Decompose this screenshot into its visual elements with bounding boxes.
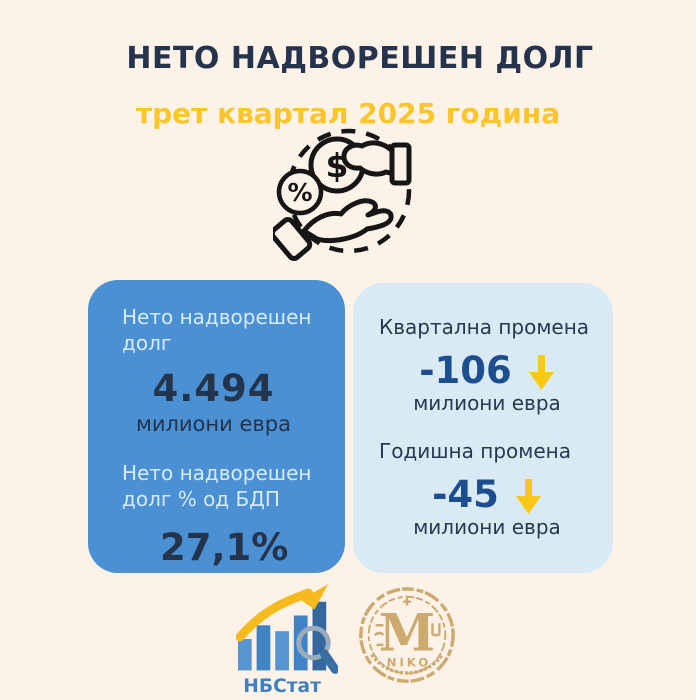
coin-text: NIKO: [387, 655, 432, 669]
gdp-ratio-value: 27,1%: [160, 525, 289, 569]
growth-arrow-icon: [235, 584, 329, 642]
down-arrow-icon: [515, 479, 541, 514]
net-debt-value: 4.494: [152, 367, 275, 410]
net-debt-card: Нето надворешен долг 4.494 милиони евра …: [88, 280, 345, 573]
coin-bottom-arc: [370, 653, 444, 675]
percent-symbol: %: [287, 178, 312, 207]
changes-card: Квартална промена -106 милиони евра Годи…: [353, 283, 613, 573]
nbstat-label: НБСтат: [243, 676, 321, 696]
bar-chart-icon: [237, 601, 327, 671]
nbstat-logo: НБСтат: [235, 584, 340, 700]
quarterly-change-label: Квартална промена: [379, 315, 590, 339]
giving-hand-icon: [341, 140, 412, 186]
stat-cards-row: Нето надворешен долг 4.494 милиони евра …: [88, 280, 613, 573]
yearly-change-value-row: -45: [379, 473, 595, 515]
quarterly-change-value: -106: [419, 348, 512, 392]
quarterly-change-stat: Квартална промена -106 милиони евра: [379, 315, 595, 415]
gdp-ratio-label: Нето надворешен долг % од БДП: [122, 460, 312, 511]
quarterly-change-unit: милиони евра: [413, 391, 561, 415]
page-subtitle: трет квартал 2025 година: [135, 97, 561, 131]
coin-monogram: M: [379, 604, 435, 664]
yearly-change-stat: Годишна промена -45 милиони евра: [379, 439, 595, 539]
hand-coin-icon: $ %: [269, 120, 423, 270]
net-debt-label: Нето надворешен долг: [122, 305, 312, 355]
yearly-change-value: -45: [432, 472, 499, 516]
magnifier-icon: [296, 625, 340, 674]
receiving-hand-icon: [269, 198, 394, 261]
coin-right-marks: [431, 623, 441, 637]
quarterly-change-value-row: -106: [379, 349, 595, 391]
coin-left-marks: [373, 623, 385, 647]
down-arrow-icon: [528, 355, 554, 390]
percent-badge-icon: [276, 168, 324, 216]
net-debt-unit: милиони евра: [136, 411, 291, 436]
footer-logos: НБСтат M NIKO: [0, 584, 696, 700]
net-debt-value-block: 4.494 милиони евра: [136, 367, 291, 436]
page-title: НЕТО НАДВОРЕШЕН ДОЛГ: [126, 41, 594, 77]
yearly-change-label: Годишна промена: [379, 439, 571, 463]
coin-logo: M NIKO: [354, 584, 460, 694]
yearly-change-unit: милиони евра: [413, 515, 561, 539]
coin-cross-mark: [403, 597, 411, 606]
